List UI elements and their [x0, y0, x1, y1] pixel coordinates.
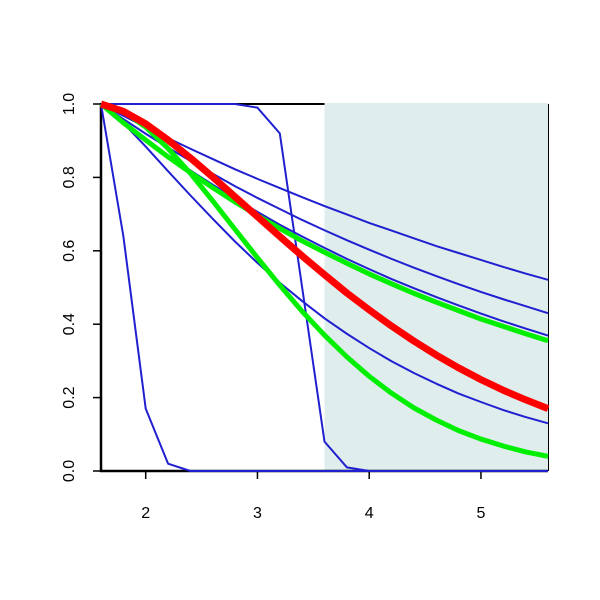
series-line	[101, 103, 548, 472]
shaded-region	[324, 103, 548, 471]
series-line	[100, 101, 549, 459]
x-tick-label: 2	[141, 505, 150, 522]
x-tick-label: 4	[365, 505, 374, 522]
series-line	[100, 103, 549, 425]
series-line	[99, 102, 549, 344]
y-tick-label: 1.0	[61, 93, 78, 115]
y-tick-label: 0.4	[61, 313, 78, 335]
y-tick-label: 0.6	[61, 240, 78, 262]
series-line	[99, 100, 550, 412]
y-tick-label: 0.8	[61, 166, 78, 188]
y-tick-label: 0.2	[61, 386, 78, 408]
y-tick-label: 0.0	[61, 460, 78, 482]
x-tick-label: 5	[476, 505, 485, 522]
x-tick-label: 3	[253, 505, 262, 522]
series-line	[100, 103, 549, 315]
